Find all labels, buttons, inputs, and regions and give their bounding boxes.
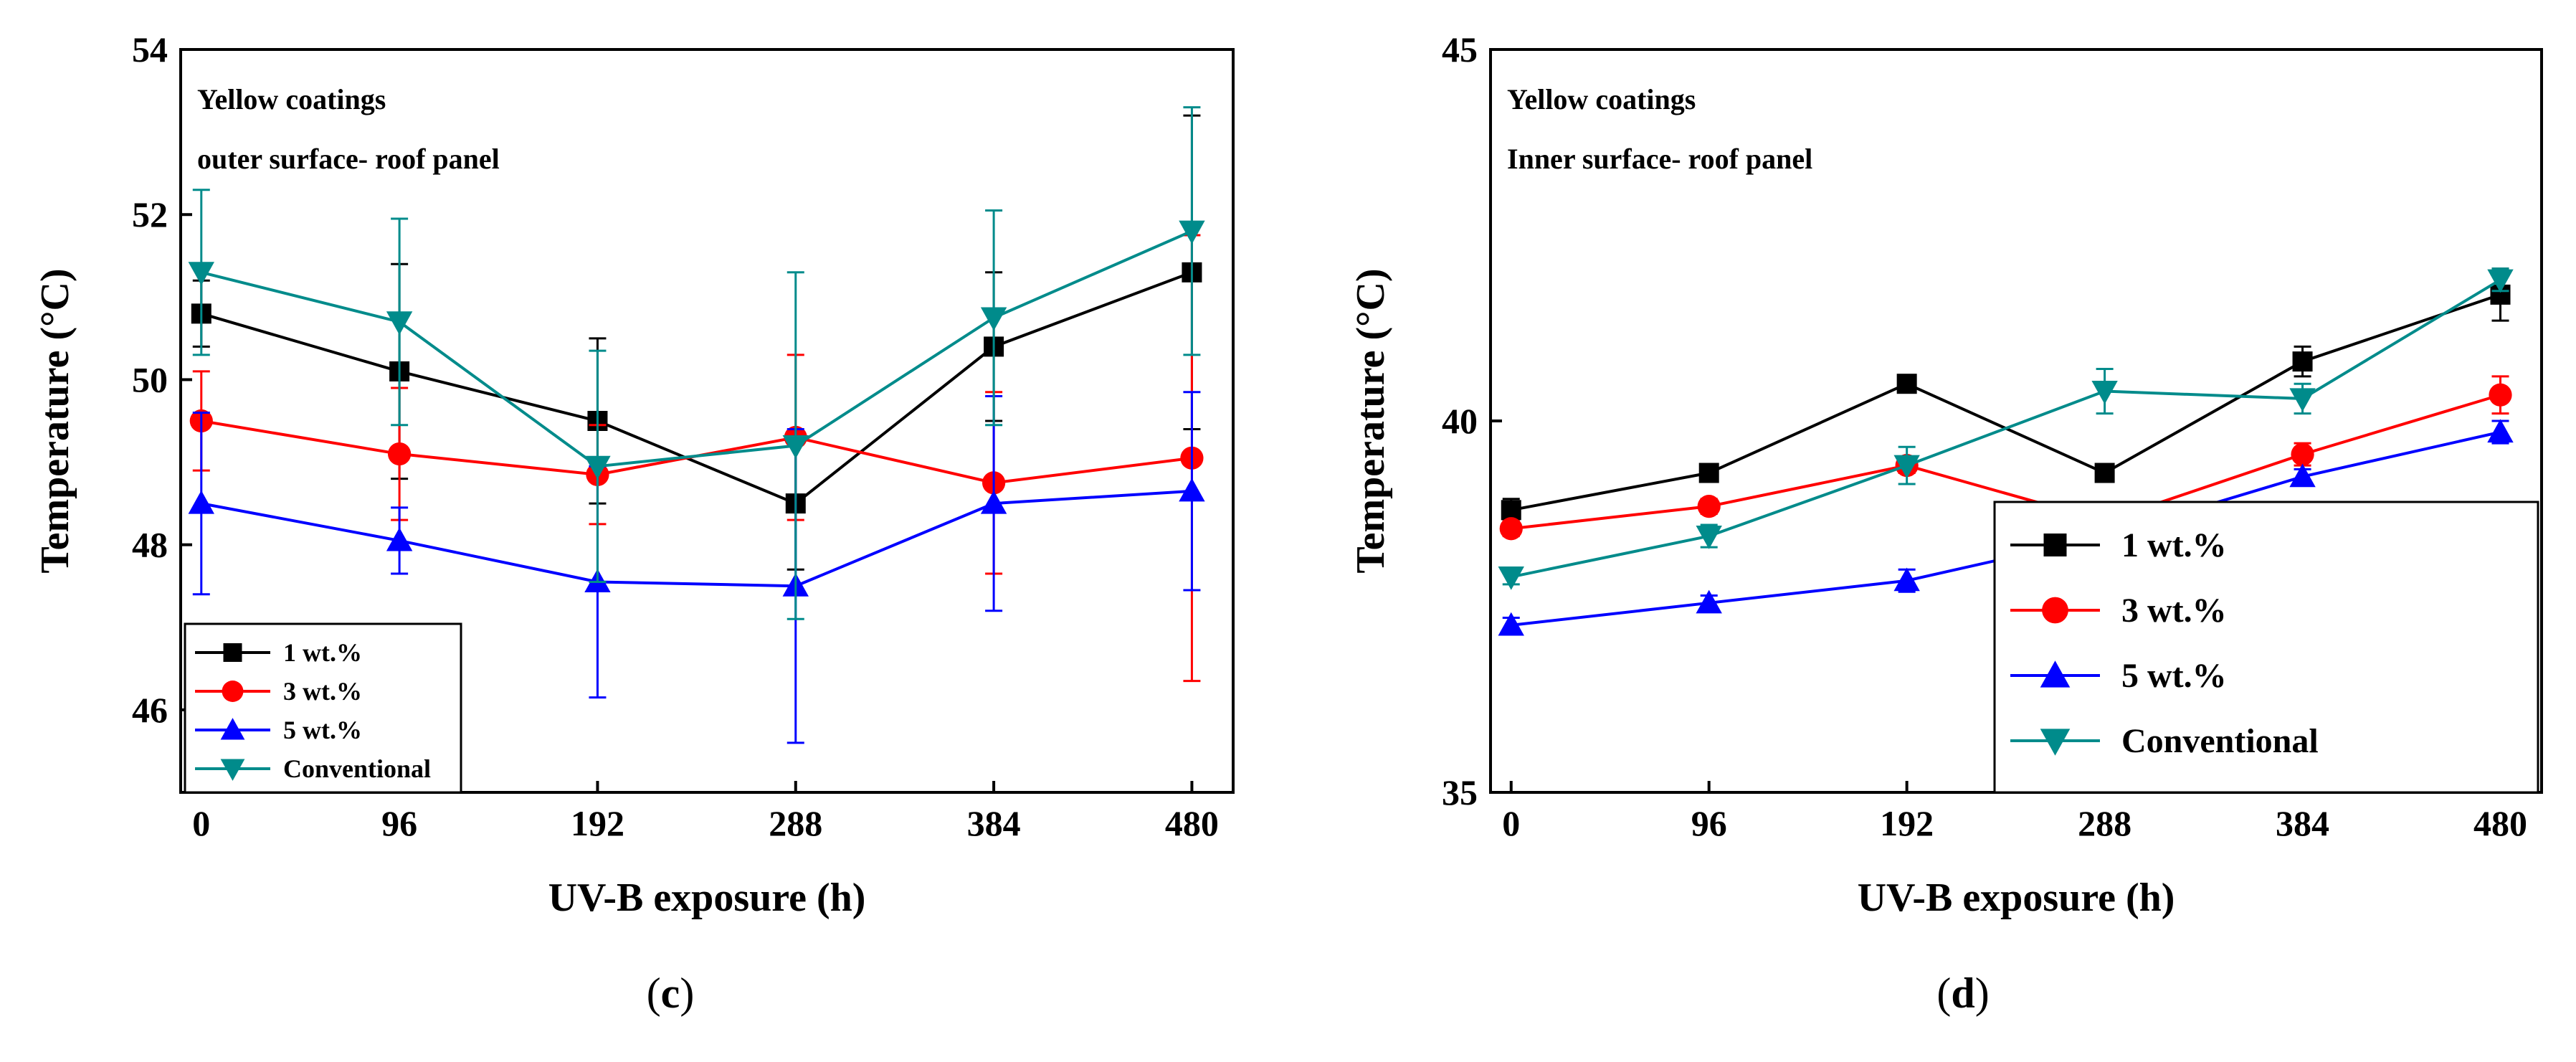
panel-c-legend-marker-3 (220, 759, 245, 781)
panel-d-x-tick-label-0: 0 (1502, 803, 1520, 843)
panel-c-x-axis-label: UV-B exposure (h) (548, 876, 866, 920)
panel-d-series-2-point-0 (1498, 612, 1524, 636)
panel-d-series-2-point-2 (1893, 567, 1920, 592)
panel-c-y-axis-label: Temperature (°C) (33, 268, 77, 573)
panel-c-series-2-point-5 (1179, 478, 1205, 502)
panel-d-x-axis-label: UV-B exposure (h) (1858, 876, 2175, 920)
panel-c-series-line-2 (201, 489, 1192, 588)
panel-c-caption: (c) (647, 969, 695, 1017)
panel-c-series-3-point-5 (1179, 220, 1205, 245)
panel-c-series-line-3 (201, 229, 1193, 468)
panel-d-x-tick-label-1: 96 (1691, 803, 1727, 843)
panel-c-legend-label-3: Conventional (283, 754, 431, 783)
panel-d-series-2-point-5 (2487, 419, 2514, 443)
panel-d-series-0-point-0 (1501, 500, 1521, 521)
panel-c-caption-letter: c (661, 969, 680, 1017)
panel-c-legend-marker-2 (220, 718, 245, 740)
panel-c-series-2-point-0 (188, 490, 214, 514)
panel-d-x-tick-label-3: 288 (2078, 803, 2131, 843)
panel-d-series-3-point-5 (2487, 269, 2514, 293)
panel-d-series-0-point-1 (1698, 463, 1719, 483)
panel-d-title-line-1: Yellow coatings (1507, 83, 1696, 115)
panel-d-chart: 0 96 192 288 384 480 35 40 45 Yellow coatings In… (1349, 29, 2543, 1017)
panel-d-legend: 1 wt.% 3 wt.% 5 wt.% Conventional (1993, 501, 2539, 794)
panel-c-series-2-point-1 (386, 527, 413, 551)
panel-c-series-3-point-3 (782, 435, 809, 459)
panel-d-legend-label-1: 3 wt.% (2121, 592, 2227, 630)
panel-c-x-tick-label-0: 0 (192, 803, 210, 843)
panel-d-y-tick-label-1: 40 (1442, 401, 1478, 441)
panel-c-title-line-2: outer surface- roof panel (197, 143, 500, 175)
panel-d-series-2-point-1 (1696, 589, 1722, 614)
panel-d-x-tick-label-2: 192 (1880, 803, 1934, 843)
panel-c-x-tick-label-3: 288 (769, 803, 822, 843)
panel-c-x-tick-label-1: 96 (381, 803, 417, 843)
panel-d-series-3-point-4 (2289, 388, 2316, 412)
panel-c-y-tick-label-4: 54 (132, 29, 168, 70)
panel-d-series-0-point-4 (2292, 351, 2313, 372)
panel-c-series-3-point-1 (386, 311, 413, 336)
panel-c-plot-frame (179, 48, 1235, 794)
panel-d-series-3-point-2 (1893, 455, 1920, 479)
panel-c-y-tick-label-3: 52 (132, 194, 168, 234)
panel-d-series-2-point-4 (2289, 463, 2316, 488)
panel-c-y-tick-label-0: 46 (132, 690, 168, 730)
panel-c-title-line-1: Yellow coatings (197, 83, 386, 115)
panel-c-legend-label-2: 5 wt.% (283, 716, 362, 744)
panel-c-x-tick-label-2: 192 (571, 803, 624, 843)
panel-d-series-0-point-3 (2094, 463, 2115, 483)
panel-d-legend-marker-0 (2043, 534, 2067, 556)
panel-c-y-tick-label-1: 48 (132, 525, 168, 565)
panel-d-series-line-3 (1511, 278, 2501, 579)
panel-d-series-0-point-2 (1896, 374, 1917, 394)
panel-c-chart: 0 96 192 288 384 480 46 48 50 52 54 Yellow coating… (33, 29, 1235, 1017)
panel-d-series-line-0 (1511, 293, 2501, 512)
panel-c-series-line-0 (201, 270, 1193, 506)
panel-c-legend-label-0: 1 wt.% (283, 638, 362, 667)
panel-c-x-tick-label-4: 384 (967, 803, 1021, 843)
panel-d-y-axis-label: Temperature (°C) (1349, 268, 1393, 573)
panel-c-legend-marker-1 (222, 681, 244, 702)
panel-d-legend-marker-3 (2040, 729, 2071, 756)
panel-d-series-line-1 (1511, 393, 2501, 531)
panel-d-legend-label-2: 5 wt.% (2121, 657, 2227, 695)
panel-c-legend-label-1: 3 wt.% (283, 677, 362, 706)
panel-d-y-tick-label-0: 35 (1442, 772, 1478, 812)
panel-c-series-3-point-0 (188, 262, 214, 285)
panel-c-x-tick-label-5: 480 (1165, 803, 1219, 843)
panel-d-series-1-point-1 (1697, 495, 1721, 518)
panel-d-legend-marker-1 (2042, 597, 2068, 624)
panel-d-legend-label-3: Conventional (2121, 722, 2319, 760)
panel-d-series-3-point-1 (1696, 526, 1722, 549)
panel-c-series-3-point-4 (980, 307, 1007, 331)
panel-d-legend-marker-2 (2040, 660, 2071, 688)
panel-c-legend: 1 wt.% 3 wt.% 5 wt.% Conventional (184, 622, 462, 794)
panel-c-series-1-point-1 (388, 442, 412, 466)
panel-c-series-line-1 (201, 419, 1192, 485)
panel-c-legend-marker-0 (223, 643, 242, 662)
panel-d-series-1-point-0 (1499, 517, 1523, 541)
panel-d-series-3-point-3 (2091, 381, 2118, 404)
panel-c-series-3-point-2 (584, 455, 611, 480)
panel-d-x-tick-label-5: 480 (2473, 803, 2527, 843)
panel-d-caption-letter: d (1951, 969, 1974, 1017)
panel-d-x-tick-label-4: 384 (2276, 803, 2329, 843)
panel-d-series-1-point-5 (2489, 383, 2512, 407)
panel-d-series-3-point-0 (1498, 566, 1524, 590)
panel-d-title-line-2: Inner surface- roof panel (1507, 143, 1812, 175)
panel-d-caption: (d) (1936, 969, 1989, 1017)
panel-d-series-1-point-4 (2291, 442, 2314, 466)
panel-c-series-2-point-4 (980, 490, 1007, 514)
panel-c-y-tick-label-2: 50 (132, 359, 168, 399)
panel-d-y-tick-label-2: 45 (1442, 29, 1478, 70)
panel-d-legend-box (1993, 501, 2539, 794)
panel-d-legend-label-0: 1 wt.% (2121, 526, 2227, 564)
